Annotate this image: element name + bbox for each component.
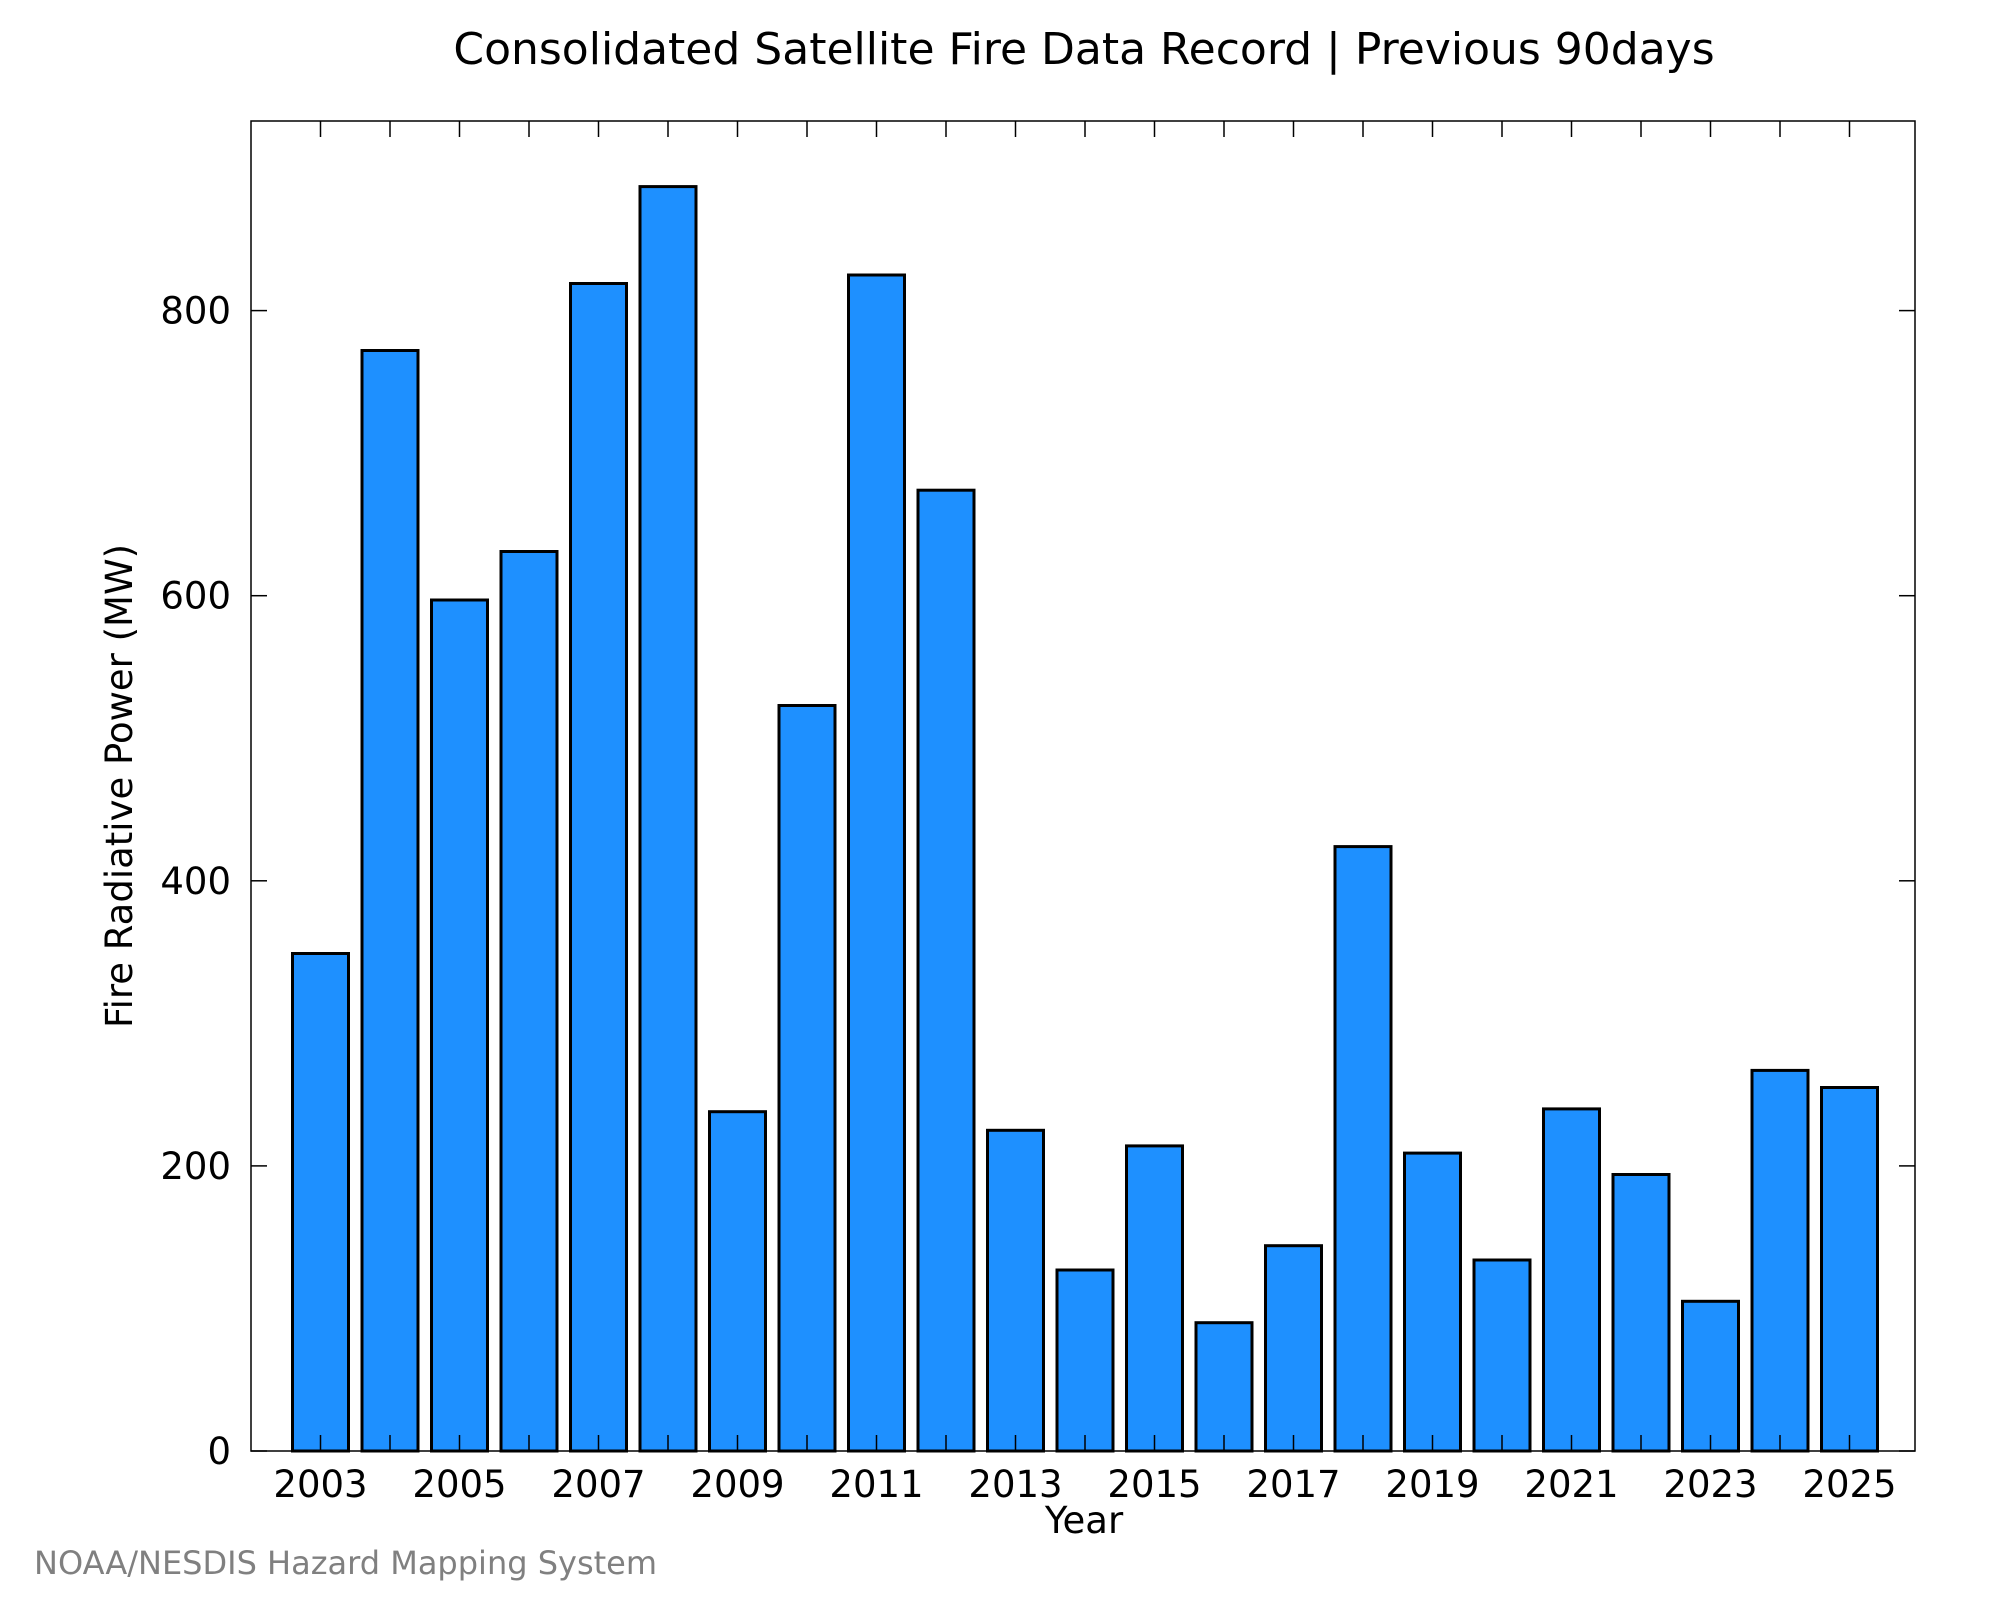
bar-2018	[1333, 845, 1393, 1453]
y-axis-label: Fire Radiative Power (MW)	[98, 544, 141, 1028]
bar-2019	[1403, 1151, 1462, 1453]
x-tick-label-2007: 2007	[551, 1463, 645, 1506]
bar-2010	[777, 704, 837, 1453]
bar-2014	[1055, 1268, 1115, 1453]
x-tick-label-2015: 2015	[1107, 1463, 1201, 1506]
bar-2023	[1681, 1299, 1740, 1453]
chart-title: Consolidated Satellite Fire Data Record …	[453, 24, 1714, 75]
bar-2022	[1611, 1173, 1671, 1453]
ticks-group: 0 200 400 600 800 2003 2005 2007 2009 2011 2013 201…	[160, 121, 1915, 1506]
bar-2016	[1194, 1321, 1254, 1453]
x-tick-label-2009: 2009	[690, 1463, 784, 1506]
bar-2011	[847, 273, 906, 1453]
bar-2007	[569, 282, 628, 1453]
bar-2005	[430, 598, 489, 1453]
bar-2008	[638, 185, 698, 1453]
bar-2020	[1472, 1258, 1532, 1453]
credit-text: NOAA/NESDIS Hazard Mapping System	[34, 1544, 657, 1582]
x-tick-label-2025: 2025	[1802, 1463, 1896, 1506]
y-tick-label-0: 0	[207, 1430, 231, 1473]
bars-group	[291, 185, 1879, 1453]
x-tick-label-2003: 2003	[273, 1463, 367, 1506]
x-tick-label-2019: 2019	[1385, 1463, 1479, 1506]
x-tick-label-2023: 2023	[1663, 1463, 1757, 1506]
y-tick-label-200: 200	[160, 1145, 231, 1188]
bar-2004	[360, 349, 420, 1453]
plot-frame	[250, 120, 1916, 1452]
bar-2003	[291, 952, 350, 1453]
x-axis-label: Year	[1044, 1499, 1124, 1542]
bar-2025	[1820, 1086, 1879, 1453]
y-tick-label-800: 800	[160, 290, 231, 333]
bar-2024	[1750, 1068, 1810, 1453]
bar-2021	[1542, 1107, 1601, 1453]
bar-2006	[499, 550, 559, 1453]
x-tick-label-2021: 2021	[1524, 1463, 1618, 1506]
bar-2017	[1264, 1244, 1323, 1453]
bar-2012	[916, 488, 976, 1453]
x-tick-label-2013: 2013	[968, 1463, 1062, 1506]
y-tick-label-600: 600	[160, 575, 231, 618]
x-tick-label-2017: 2017	[1246, 1463, 1340, 1506]
x-tick-label-2011: 2011	[829, 1463, 923, 1506]
y-tick-label-400: 400	[160, 860, 231, 903]
bar-2015	[1125, 1144, 1184, 1453]
bar-2013	[986, 1128, 1045, 1453]
bar-2009	[708, 1110, 767, 1453]
x-tick-label-2005: 2005	[412, 1463, 506, 1506]
